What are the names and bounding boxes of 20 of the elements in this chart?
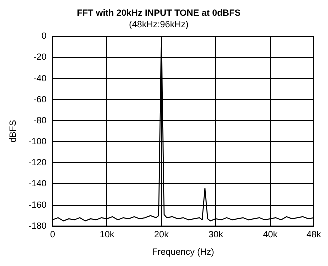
y-tick-label: -160 — [28, 200, 47, 210]
x-tick-label: 48k — [306, 229, 322, 240]
y-tick-label: -100 — [28, 136, 47, 147]
chart-title: FFT with 20kHz INPUT TONE at 0dBFS — [77, 8, 241, 18]
y-tick-label: -40 — [34, 73, 47, 84]
y-tick-label: 0 — [42, 31, 47, 42]
y-tick-label: -180 — [28, 220, 47, 231]
chart-subtitle: (48kHz:96kHz) — [129, 20, 189, 30]
y-tick-label: -60 — [34, 94, 47, 104]
y-tick-label: -80 — [34, 115, 47, 126]
x-tick-label: 30k — [208, 229, 224, 240]
y-tick-label: -120 — [28, 158, 47, 168]
x-tick-label: 10k — [100, 229, 115, 240]
x-tick-label: 20k — [154, 229, 170, 240]
y-tick-label: -20 — [34, 52, 47, 62]
x-tick-label: 40k — [263, 229, 278, 240]
x-tick-label: 0 — [50, 229, 56, 240]
x-axis-title: Frequency (Hz) — [152, 247, 214, 258]
y-axis-title: dBFS — [8, 120, 18, 143]
y-tick-label: -140 — [28, 178, 47, 189]
